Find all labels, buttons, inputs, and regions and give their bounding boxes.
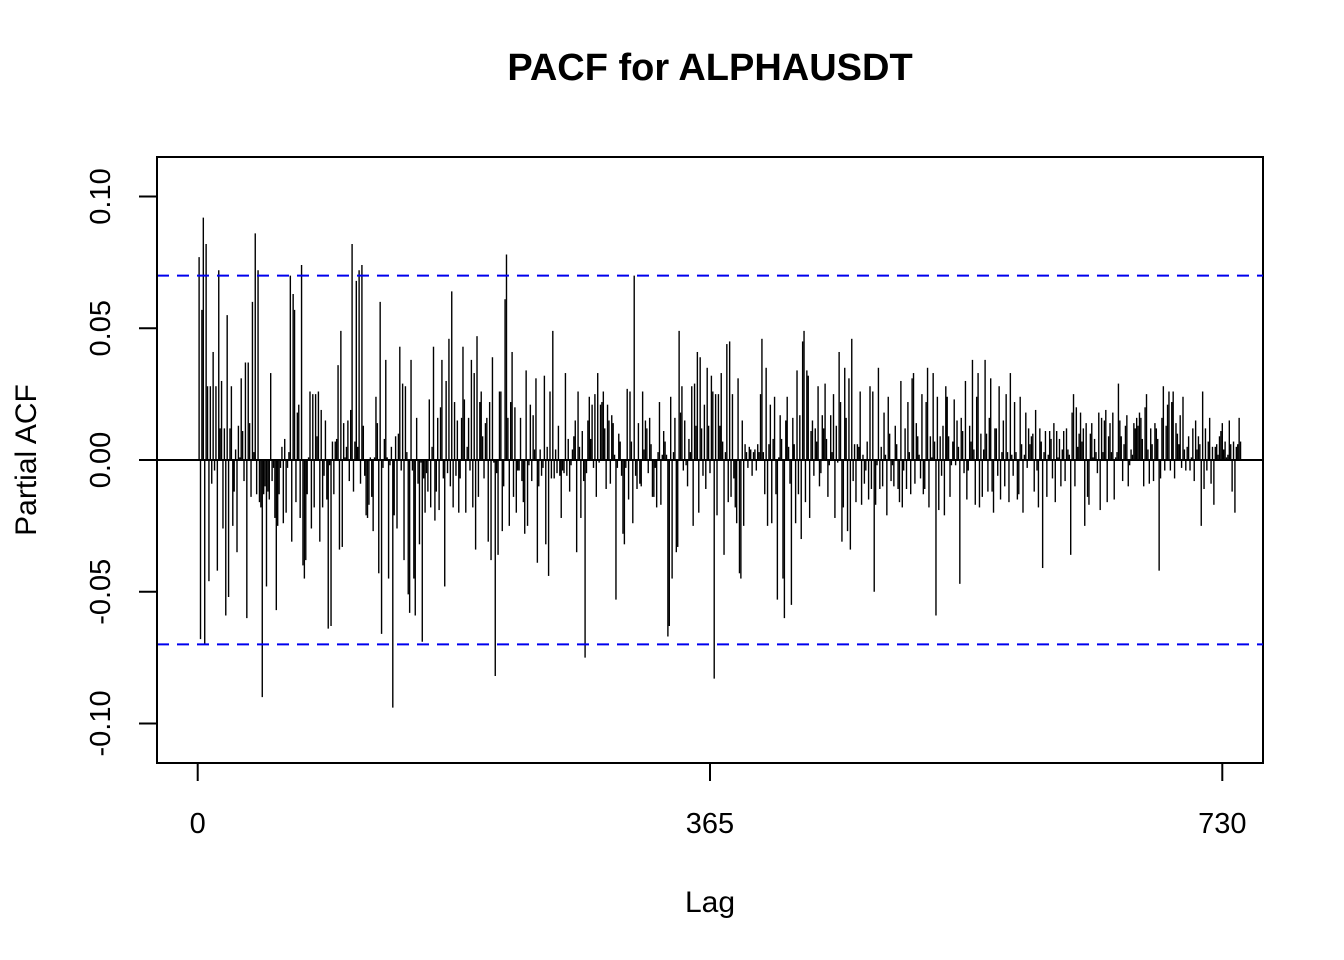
y-tick-label: -0.10 xyxy=(85,690,117,756)
x-tick-label: 0 xyxy=(190,808,206,840)
y-tick-label: 0.00 xyxy=(85,432,117,488)
x-axis-label: Lag xyxy=(685,886,735,919)
x-tick-label: 365 xyxy=(686,808,734,840)
x-axis: 0 365 730 xyxy=(190,762,1246,840)
pacf-spikes xyxy=(198,217,1242,708)
chart-title: PACF for ALPHAUSDT xyxy=(507,47,912,89)
y-axis: -0.10 -0.05 0.00 0.05 0.10 xyxy=(85,168,158,757)
y-tick-label: 0.05 xyxy=(85,300,117,356)
x-tick-label: 730 xyxy=(1198,808,1246,840)
y-tick-label: -0.05 xyxy=(85,559,117,625)
y-tick-label: 0.10 xyxy=(85,168,117,224)
y-axis-label: Partial ACF xyxy=(10,384,43,536)
